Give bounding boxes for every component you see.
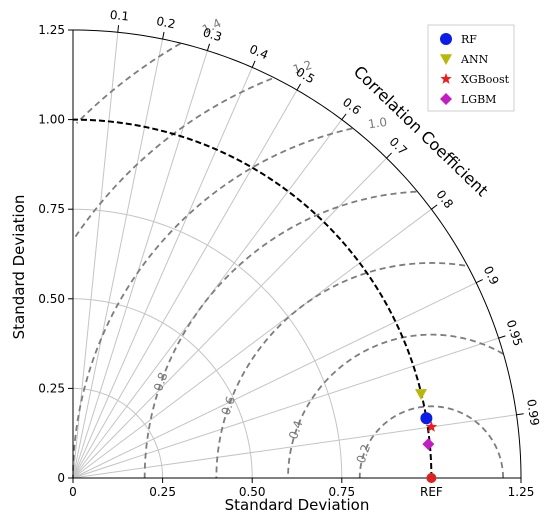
correlation-ray: [72, 337, 499, 479]
rms-contour: [75, 42, 181, 124]
rms-label: 1.0: [367, 115, 388, 132]
outer-arc: [72, 29, 522, 479]
legend-marker-ann: [440, 54, 452, 65]
rms-label: 0.2: [354, 442, 374, 465]
x-tick-label: 0.75: [328, 485, 355, 499]
correlation-ray: [72, 32, 119, 479]
correlation-tick-label: 0.2: [155, 14, 177, 32]
rms-label: 0.8: [151, 370, 171, 393]
y-tick-label: 1.00: [38, 113, 65, 127]
correlation-ray: [72, 157, 387, 479]
legend-label: XGBoost: [461, 73, 510, 86]
std-grid-arc: [72, 387, 164, 479]
std-grid-arc: [72, 208, 343, 479]
legend-marker-xgboost: [440, 73, 452, 84]
data-point-ann: [415, 389, 428, 400]
correlation-tick-mark: [475, 279, 483, 284]
correlation-tick-label: 0.8: [433, 187, 456, 211]
correlation-tick-mark: [117, 25, 120, 33]
legend: RF ANN XGBoost LGBM: [427, 24, 515, 112]
correlation-ray: [72, 282, 477, 479]
rms-contour: [287, 333, 504, 479]
legend-label: RF: [461, 33, 477, 46]
correlation-tick-label: 0.9: [481, 264, 502, 287]
x-tick-label: 1.25: [508, 485, 535, 499]
correlation-tick-label: 0.4: [247, 42, 270, 62]
data-point-rf: [420, 412, 433, 425]
x-tick-label: 0: [69, 485, 77, 499]
correlation-tick-mark: [162, 31, 165, 40]
x-tick-label: 0.25: [149, 485, 176, 499]
data-markers: [415, 389, 438, 483]
correlation-tick-label: 0.3: [201, 25, 223, 44]
correlation-tick-label: 0.95: [504, 318, 526, 348]
y-tick-label: 0.75: [38, 202, 65, 216]
std-grid-arc: [72, 298, 253, 479]
rms-label: 0.4: [286, 418, 306, 441]
rms-contour: [73, 77, 273, 240]
rms-contour: [215, 262, 466, 479]
correlation-tick-mark: [296, 83, 302, 91]
correlation-ray: [72, 208, 432, 479]
correlation-tick-mark: [341, 113, 347, 120]
legend-items: RF ANN XGBoost LGBM: [440, 33, 510, 106]
y-tick-label: 0.25: [38, 381, 65, 395]
reference-std-arc: [72, 118, 433, 479]
correlation-ray: [72, 50, 208, 479]
correlation-ray: [72, 414, 517, 479]
y-tick-label: 0: [57, 471, 65, 485]
correlation-tick-mark: [498, 335, 506, 339]
rms-contour: [72, 127, 353, 479]
y-tick-label: 1.25: [38, 23, 65, 37]
rms-contour: [143, 190, 417, 479]
legend-label: ANN: [460, 53, 489, 66]
correlation-tick-mark: [431, 204, 438, 210]
legend-marker-rf: [440, 33, 452, 45]
y-axis-title: Standard Deviation: [10, 195, 28, 340]
correlation-tick-mark: [516, 413, 524, 416]
data-point-lgbm: [422, 438, 435, 451]
x-axis-title: Standard Deviation: [225, 496, 370, 514]
correlation-tick-label: 0.1: [109, 8, 129, 24]
legend-marker-lgbm: [440, 93, 452, 105]
rms-contour: [358, 405, 504, 479]
correlation-ray: [72, 89, 298, 479]
rms-label: 0.6: [219, 394, 239, 417]
correlation-tick-mark: [251, 60, 256, 68]
axes-frame: [72, 29, 522, 479]
legend-label: LGBM: [461, 93, 496, 106]
reference-point: [426, 473, 437, 483]
x-tick-label: REF: [420, 485, 443, 499]
correlation-ray: [72, 38, 164, 479]
correlation-tick-label: 0.6: [340, 95, 364, 118]
correlation-tick-mark: [206, 43, 211, 51]
correlation-tick-mark: [386, 152, 392, 159]
rms-label: 1.2: [291, 58, 313, 77]
correlation-tick-label: 0.99: [524, 398, 542, 426]
data-point-xgboost: [425, 420, 438, 432]
y-tick-label: 0.50: [38, 292, 65, 306]
correlation-ray: [72, 67, 253, 479]
x-tick-label: 0.50: [239, 485, 266, 499]
